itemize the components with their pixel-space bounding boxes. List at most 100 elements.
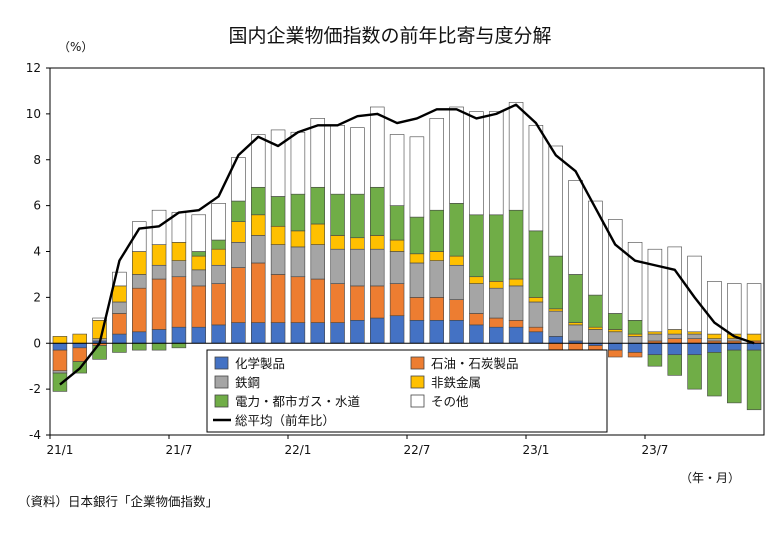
bar-series-5-23-12 (746, 283, 762, 335)
legend-swatch (410, 394, 425, 408)
bar-series-0-23-1 (528, 331, 544, 344)
bar-series-1-22-3 (330, 283, 345, 323)
bar-series-1-21-12 (270, 274, 286, 323)
bar-series-5-23-8 (667, 246, 682, 330)
bar-series-3-23-10 (707, 333, 722, 339)
y-tick-label: 6 (33, 199, 41, 213)
bar-series-4-23-1 (528, 230, 544, 298)
bar-series-4-22-12 (508, 209, 524, 280)
bar-series-4-21-5 (132, 342, 147, 351)
bar-series-0-21-11 (251, 322, 266, 344)
legend-box (206, 349, 608, 433)
bar-series-1-21-7 (171, 276, 187, 328)
bar-series-4-22-2 (310, 186, 325, 225)
bar-series-0-22-2 (310, 322, 325, 344)
legend-label: 電力・都市ガス・水道 (235, 394, 361, 409)
bar-series-1-23-8 (667, 338, 682, 344)
bar-series-3-21-2 (72, 333, 87, 344)
bar-series-4-21-7 (171, 342, 187, 349)
bar-series-2-22-11 (489, 287, 504, 319)
bar-series-0-22-6 (389, 315, 405, 344)
bar-series-2-21-10 (231, 242, 246, 268)
bar-series-0-21-4 (112, 333, 127, 344)
x-tick-label: 21/1 (46, 443, 73, 457)
bar-series-5-23-1 (528, 125, 544, 232)
bar-series-1-22-10 (469, 313, 484, 326)
bar-series-0-21-8 (191, 326, 206, 344)
bar-series-2-21-7 (171, 260, 187, 278)
legend-label: 鉄鋼 (235, 375, 260, 390)
bar-series-5-21-9 (211, 203, 226, 241)
bar-series-5-23-3 (568, 180, 583, 275)
bar-series-3-22-4 (350, 237, 365, 250)
bar-series-4-22-9 (449, 203, 464, 257)
bar-series-3-23-3 (568, 322, 583, 326)
bar-series-0-21-9 (211, 324, 226, 344)
bar-series-1-21-1 (52, 349, 68, 372)
bar-series-2-22-1 (290, 246, 306, 278)
bar-series-0-21-7 (171, 326, 187, 344)
bar-series-2-22-5 (370, 248, 385, 287)
bar-series-1-22-1 (290, 276, 306, 323)
y-tick-label: 0 (33, 336, 41, 350)
bar-series-2-21-6 (151, 264, 167, 280)
bar-series-4-22-6 (389, 205, 405, 241)
bar-series-2-21-12 (270, 244, 286, 275)
bar-series-0-23-2 (548, 336, 563, 344)
bar-series-0-21-2 (72, 342, 87, 349)
bar-series-5-23-5 (608, 219, 623, 314)
bar-series-1-21-5 (132, 287, 147, 333)
bar-series-5-22-7 (409, 136, 425, 218)
bar-series-3-21-5 (132, 251, 147, 275)
bar-series-5-22-5 (370, 106, 385, 188)
bar-series-3-21-1 (52, 336, 68, 344)
y-tick-label: 8 (33, 153, 41, 167)
bar-series-2-22-7 (409, 262, 425, 298)
legend-swatch (214, 356, 229, 370)
y-tick-label: 10 (26, 107, 41, 121)
bar-series-4-23-3 (568, 274, 583, 323)
bar-series-2-23-7 (647, 333, 663, 342)
bar-series-2-22-12 (508, 285, 524, 321)
bar-series-4-21-4 (112, 342, 127, 353)
y-tick-label: 4 (33, 245, 41, 259)
bar-series-5-23-9 (687, 255, 702, 333)
bar-series-4-21-12 (270, 196, 286, 227)
bar-series-3-23-6 (627, 333, 643, 337)
bar-series-2-23-8 (667, 333, 682, 339)
bar-series-2-23-9 (687, 333, 702, 339)
bar-series-0-23-8 (667, 342, 682, 356)
chart-title: 国内企業物価指数の前年比寄与度分解 (228, 25, 551, 47)
bar-series-0-22-4 (350, 320, 365, 344)
legend-swatch (214, 394, 229, 408)
bar-series-5-22-6 (389, 134, 405, 206)
bar-series-5-22-10 (469, 111, 484, 216)
y-tick-label: -4 (29, 428, 41, 442)
bar-series-3-22-1 (290, 230, 306, 248)
bar-series-3-21-10 (231, 221, 246, 243)
bar-series-2-21-11 (251, 235, 266, 264)
bar-series-5-23-11 (727, 283, 742, 335)
bar-series-4-23-12 (746, 349, 762, 411)
bar-series-0-21-6 (151, 329, 167, 344)
bar-series-3-23-7 (647, 331, 663, 335)
bar-series-3-22-5 (370, 235, 385, 250)
bar-series-4-21-8 (191, 251, 206, 257)
y-tick-label: -2 (29, 382, 41, 396)
bar-series-5-22-11 (489, 111, 504, 216)
bar-series-2-22-10 (469, 283, 484, 314)
bar-series-0-22-8 (429, 320, 444, 344)
bar-series-1-23-2 (548, 342, 563, 351)
bar-series-3-21-6 (151, 244, 167, 266)
legend-label: 石油・石炭製品 (431, 356, 519, 371)
bar-series-1-22-8 (429, 297, 444, 321)
bar-series-1-22-4 (350, 285, 365, 321)
bar-series-1-21-8 (191, 285, 206, 328)
legend-label: 総平均（前年比） (235, 413, 335, 428)
bar-series-3-22-12 (508, 278, 524, 287)
bar-series-2-22-6 (389, 251, 405, 284)
bar-series-2-23-2 (548, 310, 563, 337)
x-tick-label: 22/1 (284, 443, 311, 457)
bar-series-0-21-5 (132, 331, 147, 344)
legend-swatch (410, 356, 425, 370)
